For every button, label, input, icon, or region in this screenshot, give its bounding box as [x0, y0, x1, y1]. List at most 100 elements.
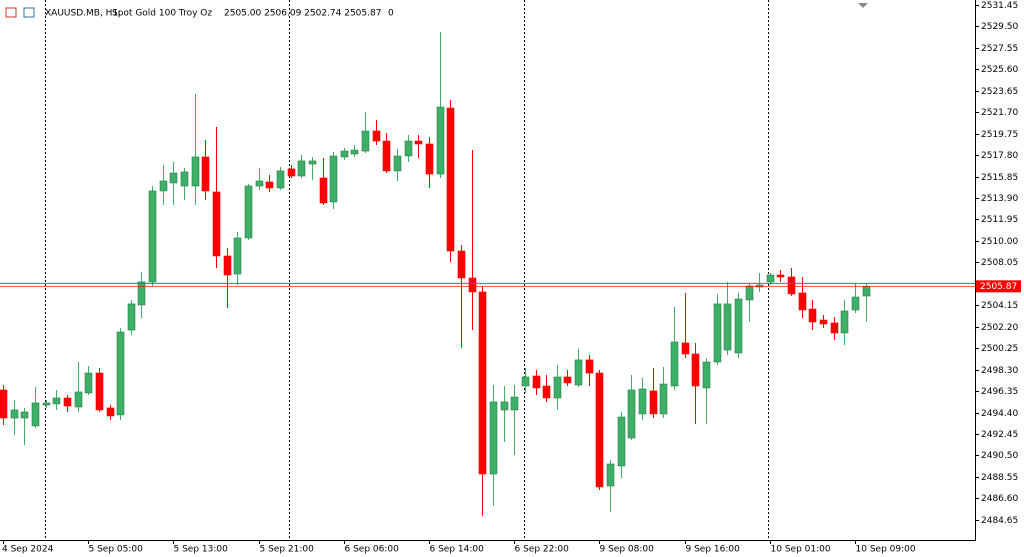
candle-body — [500, 401, 509, 411]
y-tick-label: 2492.45 — [981, 430, 1018, 440]
y-tick-label: 2490.50 — [981, 451, 1018, 461]
candle-body — [521, 376, 530, 387]
price-label: 2505.87 — [980, 282, 1017, 292]
symbol: XAUUSD.MB, H1: — [45, 9, 121, 19]
candle-body — [595, 372, 604, 488]
candle-body — [627, 389, 636, 439]
candle-body — [191, 156, 200, 187]
candle-body — [414, 140, 423, 145]
candle-body — [137, 281, 146, 306]
y-tick-label: 2496.35 — [981, 387, 1018, 397]
candle-body — [723, 303, 732, 351]
candle-body — [702, 361, 711, 389]
candle-body — [436, 106, 445, 175]
candle-body — [776, 274, 785, 278]
candle-body — [10, 409, 19, 419]
candle-body — [244, 185, 253, 239]
candle-body — [745, 285, 754, 301]
candle-body — [563, 376, 572, 384]
y-tick-label: 2498.30 — [981, 366, 1018, 376]
candle-body — [457, 250, 466, 279]
y-tick-label: 2511.95 — [981, 215, 1018, 225]
description: Spot Gold 100 Troy Oz — [112, 9, 212, 19]
candle-body — [478, 291, 487, 475]
candle-body — [63, 397, 72, 407]
candle-body — [329, 155, 338, 203]
candle-body — [319, 177, 328, 204]
icon[interactable] — [5, 7, 17, 18]
candle-body — [297, 160, 306, 177]
candle-body — [340, 150, 349, 158]
candle-body — [382, 140, 391, 172]
y-tick-label: 2521.70 — [981, 108, 1018, 118]
candle-body — [201, 156, 210, 192]
x-tick-label: 6 Sep 22:00 — [515, 545, 570, 555]
candle-body — [276, 170, 285, 189]
candle-body — [787, 276, 796, 295]
y-tick-label: 2494.40 — [981, 409, 1018, 419]
candle-body — [798, 292, 807, 311]
volume-text: 0 — [388, 9, 394, 19]
candle-body — [404, 140, 413, 157]
y-tick-label: 2510.00 — [981, 237, 1018, 247]
candle-body — [510, 396, 519, 411]
candle-body — [393, 155, 402, 172]
candle-body — [734, 298, 743, 354]
candle-body — [233, 237, 242, 275]
candle-body — [95, 372, 104, 411]
candle-body — [425, 143, 434, 175]
x-tick-label: 5 Sep 05:00 — [89, 545, 144, 555]
x-tick-label: 6 Sep 06:00 — [345, 545, 400, 555]
candle-body — [819, 319, 828, 325]
candle-body — [542, 385, 551, 399]
candle-body — [20, 411, 29, 419]
candle-body — [617, 416, 626, 467]
candle-body — [287, 168, 296, 177]
candle-body — [606, 463, 615, 487]
y-tick-label: 2513.90 — [981, 194, 1018, 204]
candle-body — [585, 359, 594, 374]
y-tick-label: 2515.85 — [981, 173, 1018, 183]
candle-body — [74, 391, 83, 408]
x-tick-label: 6 Sep 14:00 — [430, 545, 485, 555]
icon[interactable] — [23, 7, 35, 18]
y-tick-label: 2502.20 — [981, 323, 1018, 333]
scroll-marker — [858, 3, 868, 8]
price-label-box — [976, 280, 1021, 293]
candle-body — [116, 331, 125, 416]
x-tick-label: 5 Sep 21:00 — [260, 545, 315, 555]
y-tick-label: 2500.25 — [981, 344, 1018, 354]
period-separators — [45, 0, 769, 540]
y-tick-label: 2527.55 — [981, 44, 1018, 54]
candle-body — [659, 383, 668, 415]
candle-body — [148, 190, 157, 283]
x-tick-label: 10 Sep 01:00 — [771, 545, 831, 555]
candle-body — [808, 308, 817, 323]
y-tick-label: 2486.60 — [981, 494, 1018, 504]
candle-body — [223, 255, 232, 276]
x-tick-label: 5 Sep 13:00 — [174, 545, 229, 555]
candle-body — [862, 286, 871, 297]
y-tick-label: 2531.45 — [981, 1, 1018, 11]
candle-body — [670, 341, 679, 387]
x-tick-label: 4 Sep 2024 — [2, 545, 54, 555]
ohlc-text: 2505.00 2506.09 2502.74 2505.87 — [224, 9, 381, 19]
candle-body — [84, 372, 93, 394]
candle-body — [350, 149, 359, 155]
candle-body — [180, 171, 189, 187]
candle-body — [766, 274, 775, 283]
candle-body — [255, 180, 264, 187]
candle-body — [532, 375, 541, 389]
candle-body — [212, 191, 221, 257]
y-tick-label: 2484.65 — [981, 516, 1018, 526]
candle-body — [372, 130, 381, 142]
candle-body — [851, 296, 860, 311]
candle-body — [574, 359, 583, 386]
candle-body — [468, 277, 477, 293]
candle-body — [649, 390, 658, 415]
candle-body — [361, 130, 370, 152]
candle-body — [681, 342, 690, 355]
candle-body — [553, 376, 562, 399]
candle-body — [638, 388, 647, 415]
